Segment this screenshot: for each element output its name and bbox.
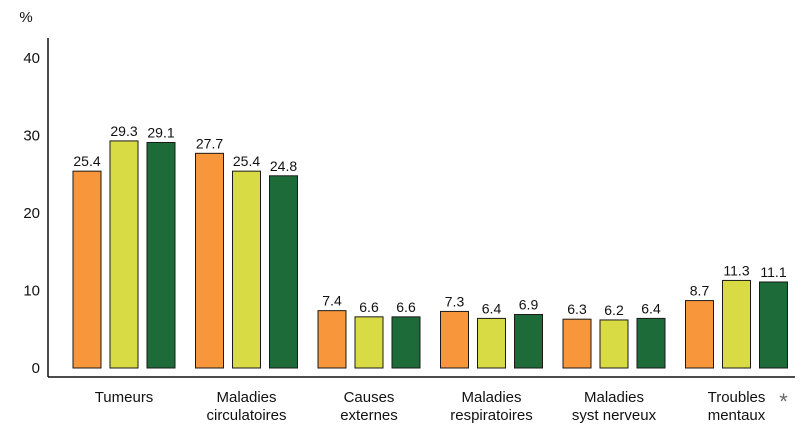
y-tick-label: 20 [23, 205, 40, 222]
category-label: externes [340, 407, 398, 424]
bar [636, 317, 666, 369]
category-label: circulatoires [206, 407, 286, 424]
bar [269, 175, 298, 369]
bars [72, 140, 788, 369]
bar-value-label: 6.6 [396, 299, 416, 315]
bar [722, 279, 751, 369]
bar [391, 316, 421, 369]
bar [195, 152, 224, 369]
bar-value-label: 6.4 [641, 300, 661, 316]
bar-value-label: 11.3 [723, 262, 749, 278]
y-tick-label: 30 [23, 128, 40, 145]
category-label: Causes [344, 389, 395, 406]
bar-value-label: 6.3 [567, 301, 587, 317]
y-axis-unit-label: % [19, 9, 32, 26]
bar [72, 170, 102, 369]
y-axis-ticks: 0 10 20 30 40 [23, 50, 40, 377]
annotation-asterisk: * [779, 389, 788, 414]
bar-value-label: 8.7 [690, 283, 710, 299]
bar-value-label: 7.4 [322, 293, 342, 309]
bar [232, 170, 261, 369]
bar [562, 318, 592, 369]
category-label: Maladies [584, 389, 644, 406]
category-label: Tumeurs [95, 389, 154, 406]
bar-value-label: 25.4 [73, 153, 100, 169]
bar-value-label: 24.8 [270, 158, 297, 174]
bar-value-label: 6.9 [519, 297, 539, 313]
bar-value-label: 27.7 [196, 135, 223, 151]
bar [685, 300, 714, 369]
category-label: respiratoires [450, 407, 533, 424]
bar-value-label: 11.1 [760, 264, 786, 280]
annotations: * [779, 389, 788, 414]
bar [759, 281, 788, 369]
bar [599, 319, 629, 369]
y-tick-label: 0 [32, 360, 40, 377]
y-tick-label: 10 [23, 283, 40, 300]
bar-value-label: 25.4 [233, 153, 260, 169]
bar [514, 314, 543, 369]
category-label: Maladies [461, 389, 521, 406]
category-label: Troubles [708, 389, 766, 406]
category-labels: Tumeurs MaladiescirculatoiresCausesextern… [95, 389, 766, 424]
bar-value-label: 29.3 [110, 123, 137, 139]
bar-value-label: 29.1 [147, 124, 174, 140]
bar [109, 140, 139, 369]
category-label: mentaux [708, 407, 766, 424]
y-tick-label: 40 [23, 50, 40, 67]
bar-value-label: 6.2 [604, 302, 624, 318]
bar [354, 316, 384, 369]
bar [146, 141, 176, 369]
bar [477, 317, 506, 369]
bar [317, 310, 347, 369]
bar-value-label: 6.6 [359, 299, 379, 315]
bar-value-label: 7.3 [445, 293, 465, 309]
bar [440, 310, 469, 369]
category-label: syst nerveux [572, 407, 657, 424]
category-label: Maladies [216, 389, 276, 406]
bar-value-label: 6.4 [482, 300, 502, 316]
value-labels: 25.4 27.7 7.4 7.3 6.3 8.7 29.3 25.4 6.6 6.4 6.2 11.… [73, 123, 786, 318]
